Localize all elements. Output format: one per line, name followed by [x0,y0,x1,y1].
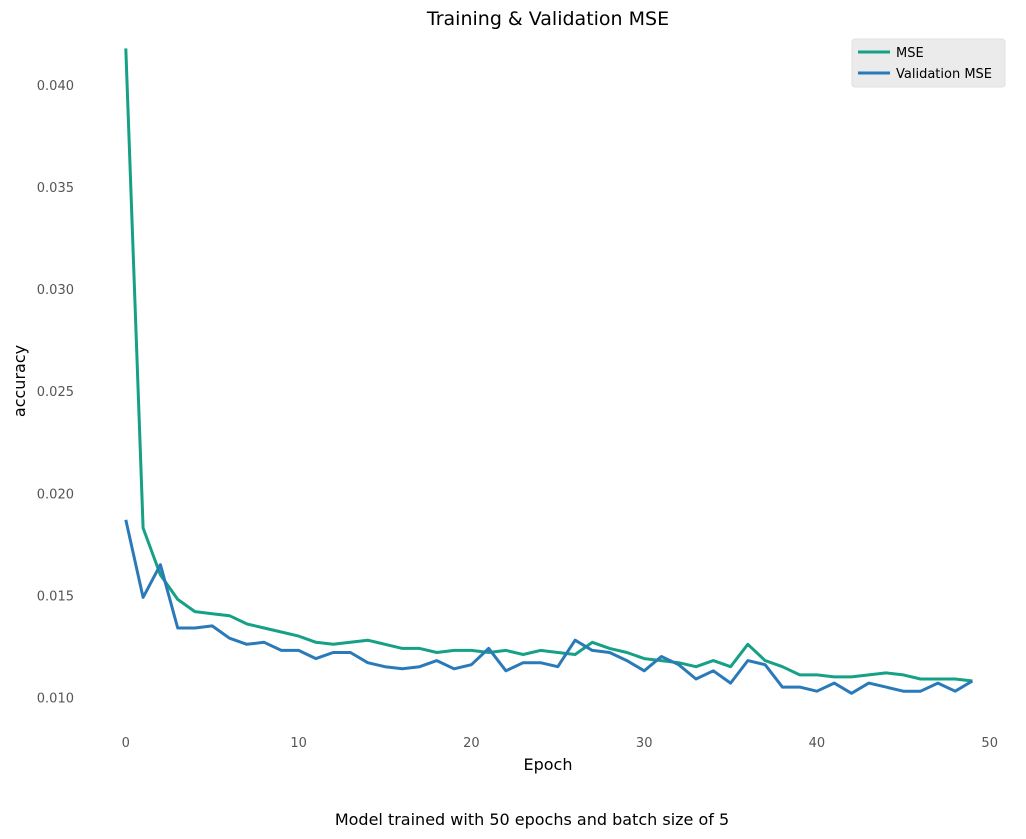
y-tick-label: 0.020 [37,487,74,502]
x-tick-label: 0 [122,736,130,751]
legend-label-validation-mse: Validation MSE [896,67,992,82]
y-tick-label: 0.040 [37,79,74,94]
legend: MSE Validation MSE [851,38,1006,88]
y-axis-label: accuracy [10,345,29,417]
legend-label-mse: MSE [896,46,924,61]
series-line-validation-mse [124,519,974,695]
x-axis-label: Epoch [524,755,573,774]
y-tick-label: 0.010 [37,691,74,706]
y-tick-label: 0.035 [37,181,74,196]
legend-box [851,38,1006,88]
y-tick-label: 0.015 [37,589,74,604]
x-tick-label: 10 [290,736,307,751]
x-axis-ticks: 0 10 20 30 40 50 [122,736,998,751]
y-tick-label: 0.025 [37,385,74,400]
y-tick-label: 0.030 [37,283,74,298]
x-tick-label: 50 [981,736,998,751]
series-lines [124,48,974,695]
x-tick-label: 40 [809,736,826,751]
x-tick-label: 30 [636,736,653,751]
x-tick-label: 20 [463,736,480,751]
y-axis-ticks: 0.010 0.015 0.020 0.025 0.030 0.035 0.040 [37,79,74,706]
chart-title: Training & Validation MSE [426,8,669,30]
series-line-mse [124,48,973,683]
chart-caption: Model trained with 50 epochs and batch s… [335,810,729,829]
